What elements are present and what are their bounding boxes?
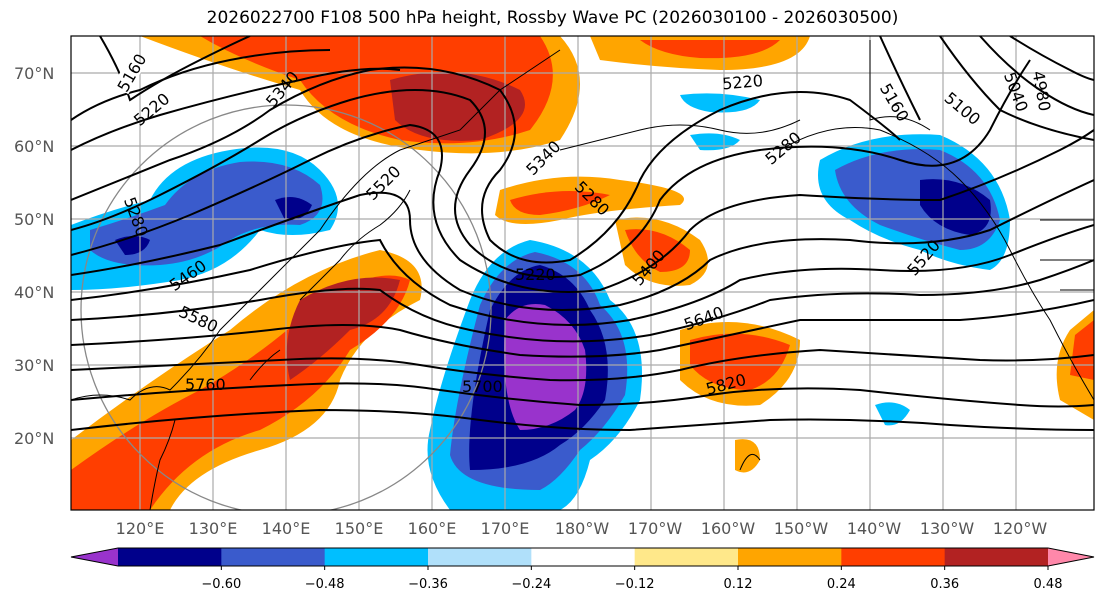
colorbar-tick-label: −0.48	[305, 577, 345, 592]
colorbar-segment	[944, 548, 1049, 566]
colorbar-segment	[221, 548, 326, 566]
lat-label: 20°N	[14, 429, 54, 448]
map-title: 2026022700 F108 500 hPa height, Rossby W…	[206, 8, 899, 28]
colorbar-outline	[70, 547, 1095, 567]
colorbar: −0.60 −0.48 −0.36 −0.24 −0.12 0.12 0.24 0.36 0.4…	[70, 547, 1095, 592]
lat-label: 40°N	[14, 283, 54, 302]
longitude-labels: 120°E 130°E 140°E 150°E 160°E 170°E 180°…	[116, 519, 1048, 538]
contour-label: 5700	[462, 377, 503, 396]
colorbar-extend-low	[71, 548, 118, 566]
lon-label: 130°E	[189, 519, 238, 538]
coastlines	[71, 40, 1094, 510]
lon-label: 160°E	[408, 519, 457, 538]
lon-label: 140°W	[847, 519, 902, 538]
height-contours	[71, 36, 1094, 432]
colorbar-extend-high	[1048, 548, 1094, 566]
colorbar-segment	[841, 548, 946, 566]
lat-label: 30°N	[14, 356, 54, 375]
lon-label: 170°W	[628, 519, 683, 538]
colorbar-tick-label: −0.36	[408, 577, 448, 592]
lon-label: 130°W	[920, 519, 975, 538]
lat-label: 50°N	[14, 210, 54, 229]
lon-label: 120°E	[116, 519, 165, 538]
lat-label: 60°N	[14, 137, 54, 156]
contour-label: 5220	[721, 71, 763, 93]
lon-label: 160°W	[701, 519, 756, 538]
contour-label: 5220	[515, 265, 556, 284]
shading-layer	[71, 36, 1094, 510]
lon-label: 180°W	[555, 519, 610, 538]
colorbar-segment	[428, 548, 532, 566]
colorbar-tick-label: 0.12	[724, 577, 753, 592]
colorbar-tick-label: 0.24	[827, 577, 856, 592]
colorbar-segment	[738, 548, 842, 566]
colorbar-segment	[634, 548, 739, 566]
colorbar-segment	[118, 548, 222, 566]
lon-label: 140°E	[262, 519, 311, 538]
contour-label: 5760	[185, 375, 226, 394]
map-frame	[70, 35, 1095, 511]
lat-label: 70°N	[14, 64, 54, 83]
colorbar-tick-label: −0.24	[511, 577, 551, 592]
lon-label: 150°W	[774, 519, 829, 538]
colorbar-tick-label: −0.60	[201, 577, 241, 592]
colorbar-tick-label: 0.48	[1034, 577, 1063, 592]
colorbar-segment	[531, 548, 636, 566]
colorbar-segment	[324, 548, 429, 566]
lon-label: 150°E	[335, 519, 384, 538]
lon-label: 170°E	[481, 519, 530, 538]
latitude-labels: 70°N 60°N 50°N 40°N 30°N 20°N	[14, 64, 54, 448]
colorbar-tick-label: −0.12	[615, 577, 655, 592]
colorbar-tick-label: 0.36	[930, 577, 959, 592]
lon-label: 120°W	[993, 519, 1048, 538]
graticule	[71, 36, 1094, 510]
